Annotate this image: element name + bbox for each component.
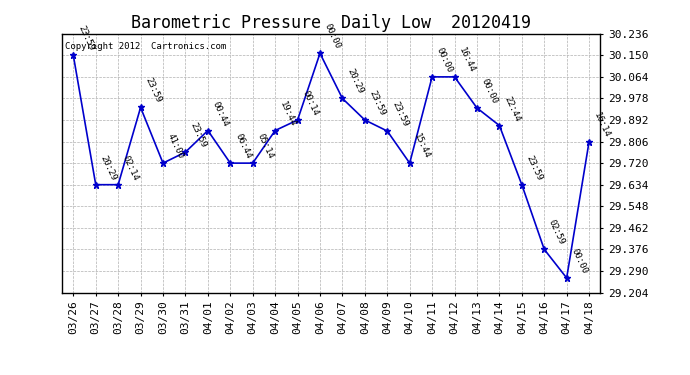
Text: 41:00: 41:00 <box>166 132 186 160</box>
Text: 05:14: 05:14 <box>255 132 275 160</box>
Text: 00:00: 00:00 <box>569 247 589 275</box>
Text: 02:14: 02:14 <box>121 154 141 182</box>
Text: 00:00: 00:00 <box>480 77 500 105</box>
Text: 23:59: 23:59 <box>76 24 96 52</box>
Text: 19:44: 19:44 <box>278 100 297 128</box>
Text: Copyright 2012  Cartronics.com: Copyright 2012 Cartronics.com <box>65 42 226 51</box>
Text: 20:29: 20:29 <box>99 154 118 182</box>
Text: 23:59: 23:59 <box>144 76 163 105</box>
Text: 23:59: 23:59 <box>390 100 410 128</box>
Text: 00:00: 00:00 <box>435 46 455 74</box>
Text: 02:59: 02:59 <box>547 218 566 247</box>
Text: 23:59: 23:59 <box>368 89 387 117</box>
Text: 15:44: 15:44 <box>413 132 432 160</box>
Text: 16:14: 16:14 <box>592 111 611 139</box>
Text: 16:44: 16:44 <box>457 46 477 74</box>
Text: 23:59: 23:59 <box>188 121 208 149</box>
Text: 23:59: 23:59 <box>524 154 544 182</box>
Text: 00:14: 00:14 <box>300 89 320 117</box>
Text: 00:44: 00:44 <box>210 100 230 128</box>
Text: 22:44: 22:44 <box>502 94 522 123</box>
Text: 00:00: 00:00 <box>323 22 342 51</box>
Text: 06:44: 06:44 <box>233 132 253 160</box>
Text: 20:29: 20:29 <box>345 68 365 96</box>
Title: Barometric Pressure  Daily Low  20120419: Barometric Pressure Daily Low 20120419 <box>131 14 531 32</box>
